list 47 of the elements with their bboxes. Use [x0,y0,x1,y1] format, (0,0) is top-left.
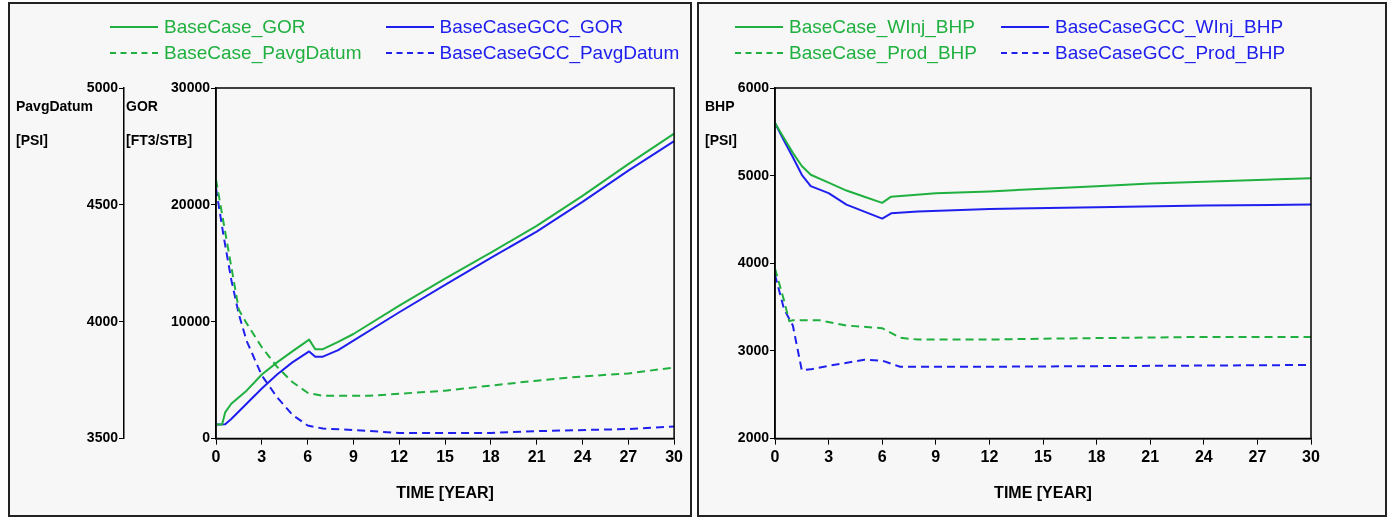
x-tick-label: 3 [257,447,267,465]
x-tick-label: 27 [1248,447,1267,465]
legend-label: BaseCase_PavgDatum [164,42,362,64]
x-tick-label: 9 [931,447,941,465]
x-tick-label: 6 [303,447,313,465]
x-tick-label: 24 [573,447,592,465]
x-tick-label: 24 [1194,447,1213,465]
legend-label: BaseCaseGCC_Prod_BHP [1055,42,1286,64]
x-tick-label: 30 [1302,447,1320,465]
y-tick-label: 2000 [737,429,770,446]
x-tick-label: 18 [1087,447,1106,465]
legend-label: BaseCaseGCC_GOR [439,16,624,38]
y-tick-label: 6000 [737,78,770,95]
x-axis-title: TIME [YEAR] [396,483,494,501]
x-tick-label: 21 [1141,447,1160,465]
y-tick-label: 4000 [737,254,770,271]
x-tick-label: 6 [877,447,887,465]
x-tick-label: 9 [348,447,358,465]
x-tick-label: 27 [619,447,638,465]
y-tick-label: 30000 [171,78,211,95]
line-series [775,267,1311,341]
x-axis-title: TIME [YEAR] [994,483,1092,501]
text: PavgDatum [PSI] [16,97,94,148]
legend-label: BaseCaseGCC_PavgDatum [439,42,680,64]
y-tick-label: 10000 [171,312,211,329]
text: BHP [PSI] [705,97,737,148]
legend-label: BaseCase_GOR [164,16,306,38]
y2-tick-label: 4000 [86,312,119,329]
x-tick-label: 3 [824,447,834,465]
x-tick-label: 12 [390,447,409,465]
text: GOR [FT3/STB] [126,97,193,148]
x-tick-label: 18 [481,447,500,465]
y-tick-label: 20000 [171,195,211,212]
x-tick-label: 12 [980,447,999,465]
x-tick-label: 21 [527,447,546,465]
legend-label: BaseCase_WInj_BHP [789,16,975,38]
y2-tick-label: 4500 [86,195,119,212]
y2-tick-label: 3500 [86,429,119,446]
x-tick-label: 15 [436,447,455,465]
legend-label: BaseCaseGCC_WInj_BHP [1055,16,1284,38]
x-tick-label: 30 [665,447,684,465]
y-tick-label: 5000 [737,166,770,183]
legend-label: BaseCase_Prod_BHP [789,42,977,64]
y-tick-label: 3000 [737,341,770,358]
x-tick-label: 15 [1034,447,1052,465]
y-tick-label: 0 [202,429,211,446]
y2-tick-label: 5000 [86,78,119,95]
